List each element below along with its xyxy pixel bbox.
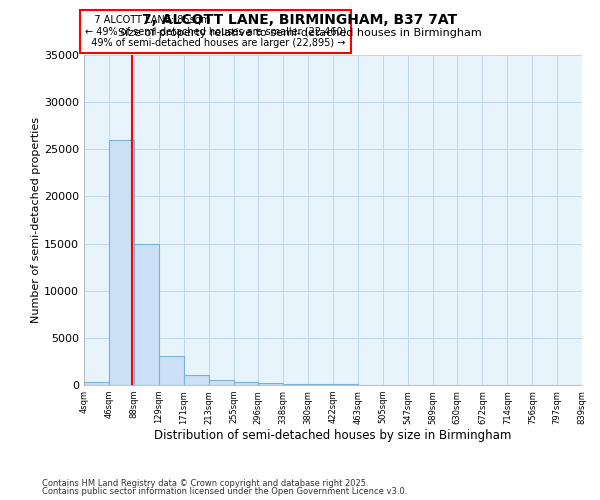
Text: Contains HM Land Registry data © Crown copyright and database right 2025.: Contains HM Land Registry data © Crown c…: [42, 478, 368, 488]
Text: Size of property relative to semi-detached houses in Birmingham: Size of property relative to semi-detach…: [118, 28, 482, 38]
Bar: [84, 382, 109, 385]
Bar: [134, 244, 158, 385]
X-axis label: Distribution of semi-detached houses by size in Birmingham: Distribution of semi-detached houses by …: [154, 430, 512, 442]
Bar: [283, 384, 308, 385]
Bar: [109, 140, 134, 385]
Y-axis label: Number of semi-detached properties: Number of semi-detached properties: [31, 117, 41, 323]
Bar: [158, 356, 184, 385]
Text: Contains public sector information licensed under the Open Government Licence v3: Contains public sector information licen…: [42, 487, 407, 496]
Text: 7, ALCOTT LANE, BIRMINGHAM, B37 7AT: 7, ALCOTT LANE, BIRMINGHAM, B37 7AT: [142, 12, 458, 26]
Text: 7 ALCOTT LANE: 85sqm
← 49% of semi-detached houses are smaller (22,460)
  49% of: 7 ALCOTT LANE: 85sqm ← 49% of semi-detac…: [85, 15, 346, 48]
Bar: [333, 384, 358, 385]
Bar: [258, 383, 283, 385]
Bar: [233, 382, 258, 385]
Bar: [184, 374, 209, 385]
Bar: [209, 380, 233, 385]
Bar: [308, 384, 333, 385]
